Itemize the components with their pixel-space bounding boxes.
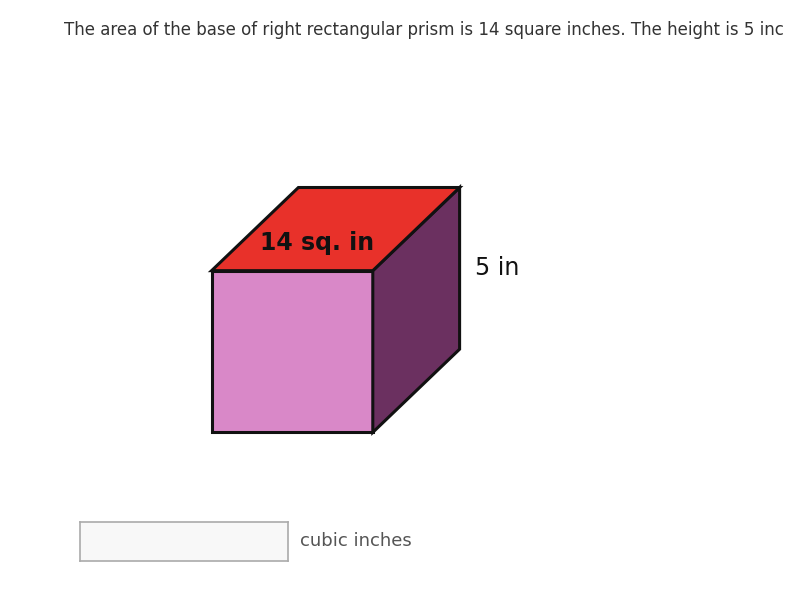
- Text: cubic inches: cubic inches: [300, 533, 412, 551]
- Polygon shape: [211, 271, 373, 433]
- Polygon shape: [211, 187, 459, 271]
- Text: The area of the base of right rectangular prism is 14 square inches. The height : The area of the base of right rectangula…: [64, 21, 784, 39]
- Text: 14 sq. in: 14 sq. in: [260, 231, 374, 255]
- Polygon shape: [373, 187, 459, 433]
- Text: 5 in: 5 in: [475, 256, 519, 280]
